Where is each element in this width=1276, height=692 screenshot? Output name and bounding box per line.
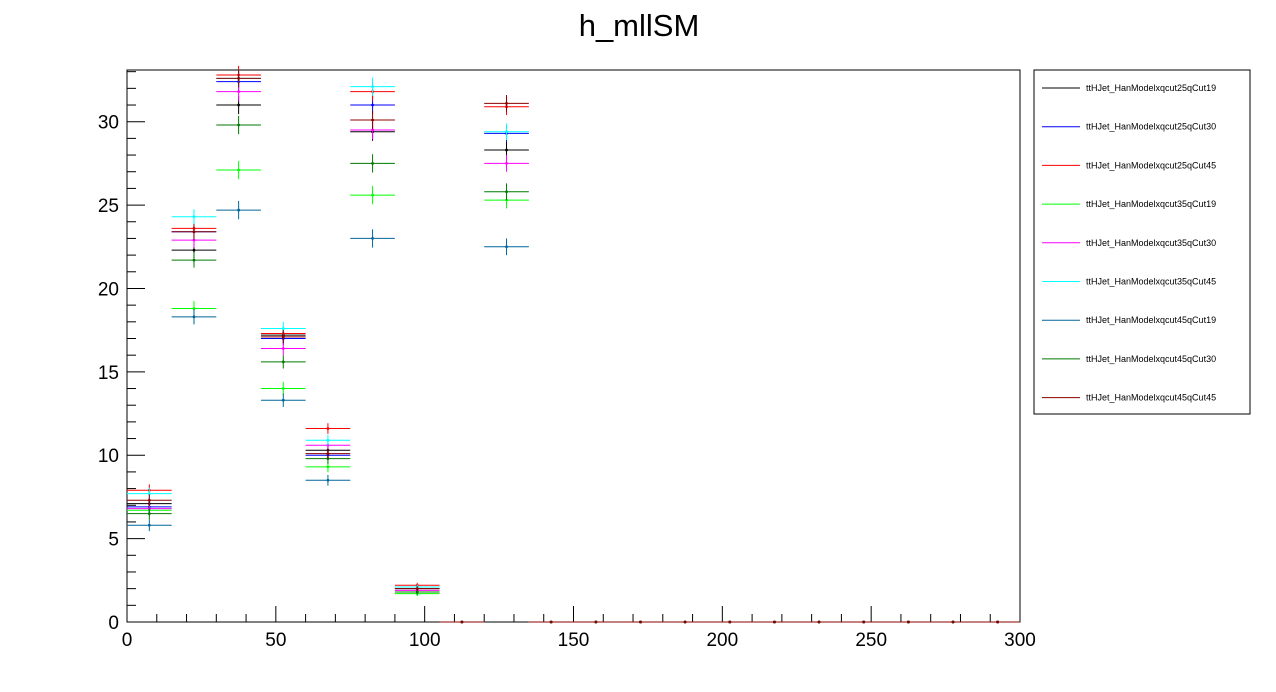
plot-frame (126, 69, 1021, 623)
series-group (127, 160, 1020, 624)
data-point (147, 523, 151, 527)
data-point (237, 168, 241, 172)
data-point (817, 620, 821, 624)
legend-entry: ttHJet_HanModelxqcut35qCut30 (1086, 238, 1216, 248)
x-tick-label: 200 (706, 630, 738, 651)
data-point (728, 620, 732, 624)
series-group (127, 72, 1020, 624)
y-tick-label: 30 (98, 113, 119, 134)
data-point (326, 427, 330, 430)
data-point (415, 587, 419, 591)
series-group (127, 82, 1020, 624)
legend-box (1033, 69, 1251, 415)
data-point (371, 118, 374, 122)
data-point (237, 76, 241, 80)
data-point (237, 123, 241, 127)
data-point (505, 245, 508, 249)
y-tick-label: 25 (98, 196, 119, 217)
x-tick-label: 300 (1004, 630, 1036, 651)
data-point (906, 620, 910, 624)
data-point (281, 335, 285, 339)
x-tick-label: 250 (855, 630, 887, 651)
data-point (192, 238, 196, 242)
data-point (281, 347, 285, 350)
data-point (549, 620, 553, 624)
legend-entry: ttHJet_HanModelxqcut35qCut19 (1086, 199, 1216, 209)
data-point (326, 465, 330, 469)
y-axis: 0 5 10 15 20 25 30 (98, 71, 145, 634)
y-tick-label: 10 (98, 446, 119, 467)
plot-area-border (126, 69, 1021, 623)
series-group (127, 65, 1020, 624)
data-point (594, 620, 598, 624)
y-tick-label: 20 (98, 279, 119, 300)
data-point (505, 148, 508, 152)
x-tick-label: 50 (265, 630, 286, 651)
data-point (862, 620, 866, 624)
legend-entry: ttHJet_HanModelxqcut25qCut19 (1086, 83, 1216, 93)
series-group (127, 200, 1020, 624)
data-point (192, 258, 196, 262)
data-point (326, 438, 330, 442)
data-point (192, 230, 196, 234)
data-point (281, 327, 285, 330)
data-point (281, 387, 285, 390)
data-point (505, 161, 508, 165)
legend-entry: ttHJet_HanModelxqcut25qCut45 (1086, 160, 1216, 170)
data-point (147, 498, 151, 502)
data-point (415, 590, 419, 594)
data-point (371, 161, 374, 165)
data-point (951, 620, 955, 624)
x-axis: 0 50 100 150 200 250 300 (122, 606, 1036, 651)
data-point (505, 101, 508, 105)
data-point (371, 103, 374, 107)
data-point (639, 620, 642, 624)
series-group (127, 69, 1020, 624)
data-point (192, 307, 196, 310)
legend-entry: ttHJet_HanModelxqcut45qCut45 (1086, 393, 1216, 403)
data-point (237, 90, 241, 94)
series-group (127, 69, 1020, 624)
data-point (505, 190, 508, 194)
series-layer (127, 65, 1020, 624)
data-point (192, 248, 196, 252)
data-point (192, 215, 196, 219)
legend: ttHJet_HanModelxqcut25qCut19 ttHJet_HanMo… (1033, 69, 1251, 415)
legend-entry: ttHJet_HanModelxqcut45qCut30 (1086, 354, 1216, 364)
data-point (371, 128, 374, 132)
x-tick-label: 150 (558, 630, 590, 651)
data-point (281, 398, 285, 402)
y-tick-label: 15 (98, 363, 119, 384)
legend-entry: ttHJet_HanModelxqcut25qCut30 (1086, 122, 1216, 132)
data-point (281, 360, 285, 364)
data-point (773, 620, 776, 624)
data-point (326, 452, 330, 455)
legend-entry: ttHJet_HanModelxqcut35qCut45 (1086, 277, 1216, 287)
data-point (237, 208, 241, 212)
y-tick-label: 5 (108, 530, 119, 551)
data-point (237, 103, 241, 107)
data-point (371, 193, 374, 197)
data-point (683, 620, 687, 624)
data-point (147, 492, 151, 495)
data-point (460, 620, 464, 624)
y-tick-label: 0 (108, 613, 119, 634)
data-point (996, 620, 1000, 624)
series-group (127, 115, 1020, 624)
x-tick-label: 0 (122, 630, 133, 651)
legend-entry: ttHJet_HanModelxqcut45qCut19 (1086, 315, 1216, 325)
chart-title: h_mllSM (579, 8, 700, 43)
data-point (147, 512, 151, 516)
data-point (192, 315, 196, 319)
data-point (371, 85, 374, 89)
series-group (127, 95, 1020, 624)
x-tick-label: 100 (409, 630, 441, 651)
data-point (371, 237, 374, 240)
data-point (505, 130, 508, 134)
data-point (326, 478, 330, 482)
